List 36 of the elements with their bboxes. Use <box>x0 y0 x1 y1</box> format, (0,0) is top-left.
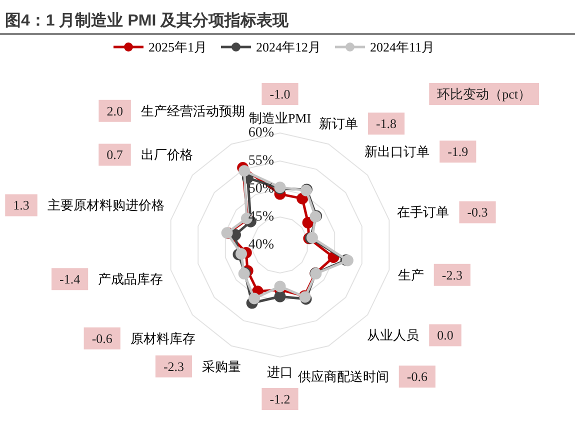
y-tick-label: 55% <box>248 154 274 169</box>
text: -0.6 <box>406 369 428 384</box>
spoke-label: 生产 <box>398 267 424 282</box>
text: 环比变动（pct） <box>437 86 532 102</box>
spoke-label: 进口 <box>267 364 293 380</box>
text: -1.4 <box>60 272 81 287</box>
spoke-label: 产成品库存 <box>98 272 164 287</box>
spoke-label: 主要原材料购进价格 <box>47 198 164 213</box>
text: -0.6 <box>92 330 113 346</box>
spoke-label: 出厂价格 <box>140 147 193 162</box>
text: -1.0 <box>270 86 290 102</box>
spoke-label: 新出口订单 <box>364 144 430 160</box>
legend-label: 2025年1月 <box>148 39 207 54</box>
text: -2.3 <box>163 358 184 374</box>
spoke-label: 从业人员 <box>367 328 420 343</box>
text: 2.0 <box>106 103 123 118</box>
legend-label: 2024年11月 <box>370 39 435 54</box>
legend-label: 2024年12月 <box>256 39 321 54</box>
text: 1.3 <box>13 198 30 213</box>
spoke-label: 新订单 <box>318 116 358 131</box>
text: 0.0 <box>437 328 454 343</box>
spoke-label: 生产经营活动预期 <box>140 103 245 118</box>
spoke-label: 采购量 <box>202 358 242 374</box>
spoke-label: 在手订单 <box>397 204 450 220</box>
spoke-label: 原材料库存 <box>130 330 196 346</box>
text: -0.3 <box>467 204 488 220</box>
spoke-label: 制造业PMI <box>248 110 312 126</box>
text: -2.3 <box>442 267 462 282</box>
chart-title: 图4：1 月制造业 PMI 及其分项指标表现 <box>5 11 290 30</box>
y-tick-label: 40% <box>248 238 274 253</box>
spoke-label: 供应商配送时间 <box>298 369 389 384</box>
text: -1.9 <box>448 144 468 160</box>
text: -1.2 <box>270 391 290 406</box>
text: 0.7 <box>106 147 124 162</box>
y-tick-label: 60% <box>248 126 274 141</box>
text: -1.8 <box>376 116 397 131</box>
